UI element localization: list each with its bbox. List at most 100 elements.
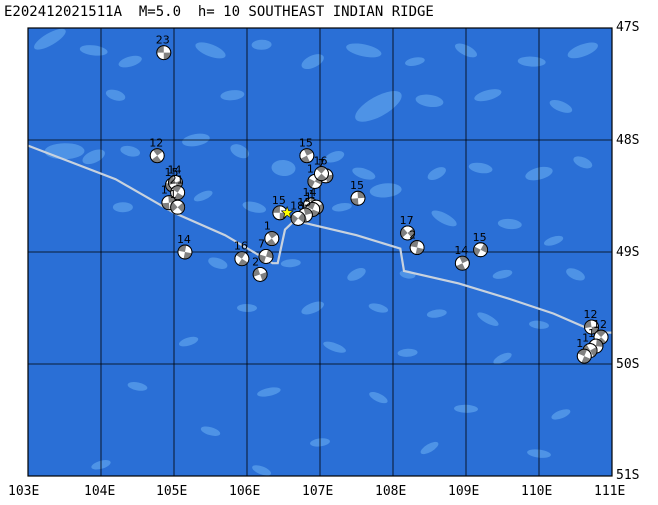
mechanism-depth-label: 15	[473, 231, 487, 244]
bathymetry-patch	[369, 392, 388, 404]
bathymetry-patch	[271, 159, 296, 177]
focal-mechanism-outline	[400, 225, 416, 241]
lon-label-105e: 105E	[156, 484, 188, 499]
bathymetry-patch	[415, 94, 444, 108]
bathymetry-patch	[474, 89, 502, 102]
mechanism-depth-label: 2	[409, 229, 416, 242]
bathymetry-patch	[105, 89, 126, 101]
focal-mechanism-compression	[178, 244, 187, 252]
focal-mechanism-outline	[409, 240, 425, 255]
bathymetry-patch	[566, 268, 585, 281]
epicenter-star	[280, 205, 294, 219]
focal-mechanism-outline	[156, 45, 172, 61]
focal-mechanism-outline	[350, 190, 366, 206]
mechanism-depth-label: 16	[234, 240, 248, 253]
mechanism-depth-label: 15	[272, 194, 286, 207]
focal-mechanism-compression	[590, 347, 598, 357]
ridge-line	[27, 144, 612, 334]
focal-mechanism-compression	[400, 227, 408, 238]
mechanism-depth-label: 12	[584, 308, 598, 321]
lon-label-111e: 111E	[594, 484, 626, 499]
bathymetry-patch	[325, 151, 345, 163]
mechanism-depth-label: 14	[303, 186, 317, 199]
focal-mechanism-outline	[314, 166, 329, 182]
bathymetry-patch	[427, 167, 446, 181]
focal-mechanism-outline	[170, 185, 186, 201]
lon-label-103e: 103E	[8, 484, 40, 499]
lat-label-47s: 47S	[616, 20, 640, 35]
bathymetry-patch	[549, 99, 573, 113]
focal-mechanism-compression	[236, 251, 246, 259]
lon-label-108e: 108E	[375, 484, 407, 499]
bathymetry-patch	[34, 28, 66, 50]
focal-mechanism-compression	[595, 339, 603, 347]
focal-mechanism-outline	[149, 148, 165, 164]
focal-mechanism-compression	[298, 212, 306, 223]
mechanism-depth-label: 16	[313, 155, 327, 168]
lon-label-107e: 107E	[302, 484, 334, 499]
bathymetry-patch	[369, 183, 402, 198]
lon-label-104e: 104E	[84, 484, 116, 499]
bathymetry-patch	[368, 303, 389, 313]
mechanism-depth-label: 1	[264, 220, 271, 233]
focal-mechanism-compression	[156, 45, 164, 53]
map-frame	[27, 27, 613, 477]
bathymetry-patch	[544, 235, 564, 246]
mechanism-depth-label: 7	[318, 157, 325, 170]
bathymetry-patch	[497, 218, 522, 230]
focal-mechanism-compression	[591, 325, 599, 334]
mechanism-depth-label: 12	[593, 318, 607, 331]
bathymetry-patch	[323, 341, 346, 353]
mechanism-depth-label: 23	[156, 34, 170, 47]
focal-mechanism-compression	[316, 173, 327, 181]
focal-mechanism-compression	[596, 330, 606, 338]
focal-mechanism-compression	[177, 202, 185, 213]
focal-mechanism-compression	[300, 155, 310, 163]
bathymetry-patch	[355, 91, 402, 122]
bathymetry-patch	[118, 55, 142, 68]
bathymetry-patch	[332, 202, 352, 212]
focal-mechanism-outline	[576, 348, 592, 364]
focal-mechanism-outline	[252, 266, 268, 282]
lat-label-49s: 49S	[616, 245, 640, 260]
bathymetry-patch	[347, 268, 366, 281]
focal-mechanism-compression	[238, 258, 248, 266]
focal-mechanism-compression	[170, 202, 178, 212]
focal-mechanism-compression	[357, 191, 365, 199]
lon-label-109e: 109E	[448, 484, 480, 499]
focal-mechanism-compression	[267, 231, 278, 239]
bathymetry-patch	[397, 348, 418, 357]
focal-mechanism-outline	[473, 242, 489, 258]
focal-mechanism-compression	[153, 148, 163, 156]
mechanism-depth-label: 14	[454, 244, 468, 257]
focal-mechanism-outline	[170, 199, 186, 215]
focal-mechanism-compression	[291, 214, 299, 224]
focal-mechanism-compression	[266, 238, 276, 246]
focal-mechanism-compression	[410, 240, 419, 248]
focal-mechanism-outline	[299, 148, 315, 164]
focal-mechanism-compression	[307, 178, 315, 188]
bathymetry-patch	[573, 156, 593, 169]
bathymetry-patch	[431, 210, 457, 227]
focal-mechanism-compression	[415, 247, 424, 255]
focal-mechanism-compression	[173, 192, 184, 200]
bathymetry-patch	[405, 57, 425, 66]
mechanism-depth-label: 1	[307, 162, 314, 175]
focal-mechanism-outline	[454, 255, 470, 271]
bathymetry-patch	[301, 301, 324, 315]
bathymetry-patch	[420, 441, 439, 455]
bathymetry-patch	[208, 257, 228, 269]
mechanism-depth-label: 1	[588, 327, 595, 340]
bathymetry-patch	[301, 54, 324, 70]
focal-mechanism-outline	[258, 249, 274, 264]
mechanism-depth-label: 14	[167, 164, 181, 177]
bathymetry-patch	[492, 269, 513, 279]
mechanism-depth-label: 15	[299, 137, 313, 150]
bathymetry-patch	[195, 42, 226, 59]
focal-mechanism-outline	[584, 319, 600, 335]
bathymetry-patch	[120, 145, 141, 157]
mechanism-depth-label: 1	[161, 184, 168, 197]
map-title: E202412021511A M=5.0 h= 10 SOUTHEAST IND…	[4, 4, 434, 20]
mechanism-depth-label: 15	[350, 179, 364, 192]
